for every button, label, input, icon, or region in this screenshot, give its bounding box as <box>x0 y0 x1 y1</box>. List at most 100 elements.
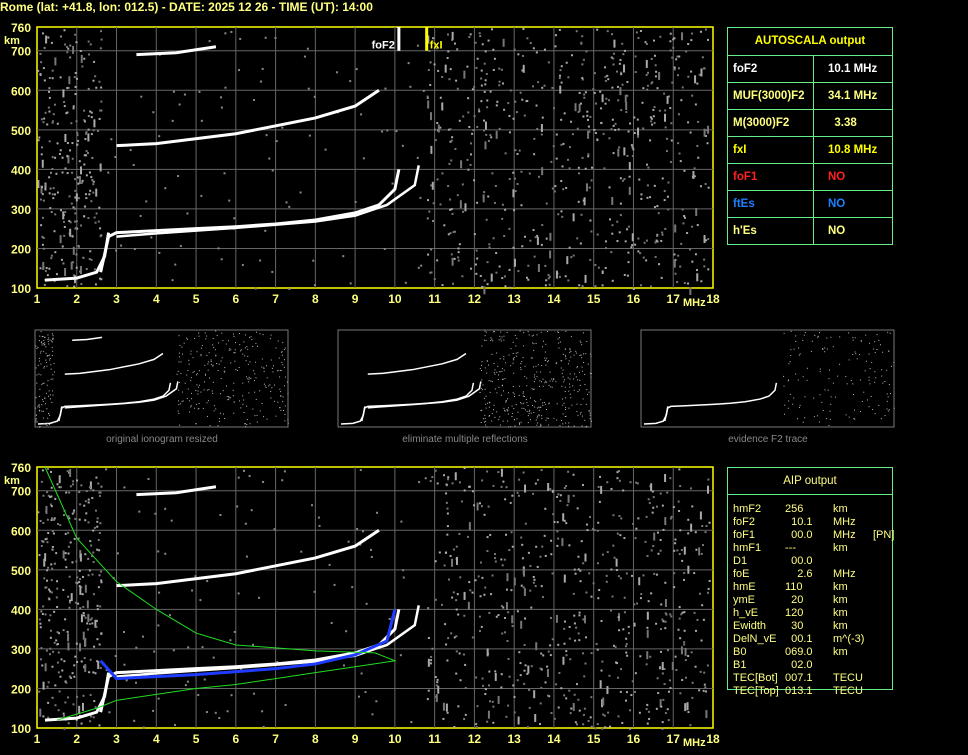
noise-point <box>622 489 625 492</box>
noise-point <box>640 284 643 287</box>
noise-point <box>687 565 690 574</box>
noise-point <box>261 67 264 70</box>
noise-point <box>76 582 79 585</box>
noise-point <box>445 501 448 504</box>
noise-point <box>444 623 447 626</box>
noise-point <box>451 31 454 40</box>
noise-point <box>613 556 616 559</box>
thumbnail-noise <box>541 417 543 419</box>
noise-point <box>46 579 49 582</box>
noise-point <box>549 654 552 657</box>
aip-v: 20 <box>785 594 804 606</box>
thumbnail-noise <box>46 355 48 357</box>
thumbnail-noise <box>179 424 181 426</box>
thumbnail-noise <box>200 355 202 357</box>
noise-point <box>86 622 89 625</box>
noise-point <box>613 39 616 48</box>
noise-point <box>434 598 437 601</box>
autoscala-row-foF2: foF2 10.1 MHz <box>728 56 892 83</box>
thumbnail-noise <box>562 404 564 406</box>
thumbnail-noise <box>498 339 500 341</box>
noise-point <box>706 591 709 594</box>
noise-point <box>593 128 596 131</box>
noise-point <box>52 113 55 116</box>
noise-point <box>522 586 525 589</box>
noise-point <box>647 710 650 713</box>
noise-point <box>39 708 42 717</box>
noise-point <box>395 130 398 133</box>
noise-point <box>700 639 703 642</box>
x-tick-label: 13 <box>507 292 521 306</box>
noise-point <box>558 672 561 675</box>
thumbnail-noise <box>891 365 893 367</box>
noise-point <box>492 68 495 71</box>
noise-point <box>63 660 66 663</box>
noise-point <box>461 183 464 186</box>
thumbnail-noise <box>248 378 250 380</box>
noise-point <box>527 278 530 281</box>
noise-point <box>486 261 489 264</box>
noise-point <box>55 596 58 599</box>
noise-point <box>275 140 278 143</box>
noise-point <box>312 259 315 262</box>
noise-point <box>619 668 622 671</box>
noise-point <box>614 645 617 648</box>
noise-point <box>51 567 54 570</box>
thumbnail-noise <box>522 392 524 394</box>
noise-point <box>582 723 585 726</box>
noise-point <box>563 574 566 583</box>
noise-point <box>79 166 82 175</box>
y-tick-label: 500 <box>11 564 31 578</box>
noise-point <box>707 186 710 189</box>
thumbnail-noise <box>186 374 188 376</box>
noise-point <box>54 684 57 687</box>
noise-point <box>637 237 640 240</box>
thumbnail-noise <box>229 397 231 399</box>
noise-point <box>608 137 611 140</box>
noise-point <box>87 115 90 118</box>
thumbnail-noise <box>40 363 42 365</box>
noise-point <box>624 645 627 648</box>
thumbnail-noise <box>485 403 487 405</box>
thumbnail-noise <box>499 335 501 337</box>
thumbnail-noise <box>522 391 524 393</box>
noise-point <box>486 536 489 539</box>
trace-fitted-blue <box>99 608 397 681</box>
noise-point <box>592 582 595 585</box>
noise-point <box>446 533 449 536</box>
thumbnail-noise <box>226 396 228 398</box>
noise-point <box>532 47 535 50</box>
thumbnail-noise <box>521 403 523 405</box>
noise-point <box>364 691 367 694</box>
thumbnail-noise <box>549 371 551 373</box>
thumbnail-noise <box>506 408 508 410</box>
noise-point <box>45 267 48 270</box>
noise-point <box>224 86 227 89</box>
noise-point <box>504 498 507 501</box>
noise-point <box>500 558 503 561</box>
noise-point <box>56 580 59 583</box>
noise-point <box>449 128 452 131</box>
noise-point <box>649 655 652 658</box>
thumbnail-noise <box>187 338 189 340</box>
thumbnail-noise <box>579 340 581 342</box>
y-tick-label: 300 <box>11 203 31 217</box>
noise-point <box>619 59 622 62</box>
thumbnail-noise <box>540 331 542 333</box>
noise-point <box>634 672 637 675</box>
thumbnail-noise <box>52 337 54 339</box>
thumbnail-noise <box>224 371 226 373</box>
noise-point <box>347 540 350 543</box>
thumbnail-noise <box>39 426 41 428</box>
noise-point <box>114 655 117 658</box>
thumbnail-noise <box>507 398 509 400</box>
thumbnail-noise <box>572 385 574 387</box>
noise-point <box>456 593 459 596</box>
noise-point <box>523 568 526 577</box>
noise-point <box>427 100 430 109</box>
noise-point <box>585 636 588 639</box>
noise-point <box>72 206 75 209</box>
noise-point <box>164 507 167 510</box>
noise-point <box>617 715 620 718</box>
thumbnail-noise <box>198 335 200 337</box>
